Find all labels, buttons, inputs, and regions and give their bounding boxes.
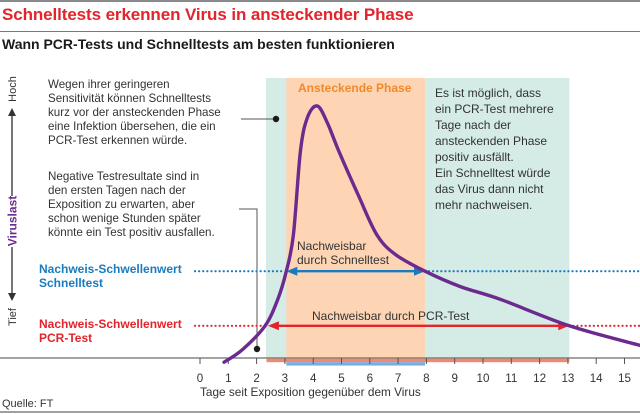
annotation-late: Es ist möglich, dass ein PCR-Test mehrer… bbox=[435, 85, 554, 213]
viral-load-curve bbox=[222, 104, 640, 364]
annotation-line: ansteckenden Phase bbox=[435, 134, 548, 148]
arrow-left-icon bbox=[286, 266, 298, 276]
chart-subtitle: Wann PCR-Tests und Schnelltests am beste… bbox=[2, 36, 395, 52]
threshold-label-rapid: Nachweis-Schwellenwert Schnelltest bbox=[39, 262, 182, 290]
header-divider bbox=[0, 31, 640, 32]
callout-lines bbox=[239, 115, 280, 353]
chart-title: Schnelltests erkennen Virus in anstecken… bbox=[2, 5, 414, 24]
annotation-early: Wegen ihrer geringeren Sensitivität könn… bbox=[48, 78, 221, 148]
infectious-phase-region bbox=[286, 78, 425, 358]
infectious-phase-label: Ansteckende Phase bbox=[298, 81, 412, 95]
annotation-line: Es ist möglich, dass bbox=[435, 86, 542, 100]
x-axis-title: Tage seit Exposition gegenüber dem Virus bbox=[200, 385, 421, 399]
callout-line-negative bbox=[239, 208, 258, 348]
pcr-detection-bar bbox=[266, 358, 570, 363]
callout-dot-negative bbox=[253, 345, 261, 353]
x-axis-tick-label: 9 bbox=[451, 372, 457, 385]
arrow-down-icon bbox=[8, 293, 16, 301]
arrow-up-icon bbox=[8, 108, 16, 116]
detection-label-line: durch Schnelltest bbox=[297, 253, 390, 267]
viral-load-line bbox=[222, 104, 640, 364]
annotation-line: ein PCR-Test mehrere bbox=[435, 102, 554, 116]
x-axis: 0 1 2 3 4 5 6 7 8 9 10 11 12 13 14 15 bbox=[0, 357, 640, 385]
x-axis-tick-label: 3 bbox=[282, 372, 288, 385]
annotation-negative: Negative Testresultate sind in den erste… bbox=[48, 170, 215, 240]
detection-label-pcr: Nachweisbar durch PCR-Test bbox=[312, 309, 470, 323]
x-axis-tick-label: 6 bbox=[367, 372, 373, 385]
x-axis-tick-label: 13 bbox=[561, 372, 574, 385]
y-axis-low-label: Tief bbox=[7, 307, 19, 326]
bottom-rule bbox=[0, 411, 640, 413]
annotation-line: könnte ein Test positiv ausfallen. bbox=[48, 226, 215, 239]
detection-label-rapid: Nachweisbar durch Schnelltest bbox=[297, 239, 389, 267]
x-axis-tick-label: 12 bbox=[533, 372, 546, 385]
annotation-line: das Virus dann nicht bbox=[435, 182, 544, 196]
x-axis-tick-label: 11 bbox=[505, 372, 517, 385]
annotation-line: Exposition zu erwarten, aber bbox=[48, 198, 195, 211]
annotation-line: schon wenige Stunden später bbox=[48, 212, 201, 225]
annotation-line: eine Infektion übersehen, die ein bbox=[48, 120, 216, 133]
annotation-line: Negative Testresultate sind in bbox=[48, 170, 200, 183]
x-axis-tick-label: 4 bbox=[310, 372, 317, 385]
annotation-line: Sensitivität können Schnelltests bbox=[48, 92, 212, 105]
annotation-line: Tage nach der bbox=[435, 118, 512, 132]
x-axis-tick-label: 15 bbox=[618, 372, 631, 385]
x-axis-tick-label: 5 bbox=[338, 372, 344, 385]
threshold-label-pcr: Nachweis-Schwellenwert PCR-Test bbox=[39, 317, 182, 345]
annotation-line: Wegen ihrer geringeren bbox=[48, 78, 170, 91]
annotation-line: den ersten Tagen nach der bbox=[48, 184, 186, 197]
x-axis-tick-label: 7 bbox=[395, 372, 401, 385]
x-axis-tick-label: 1 bbox=[225, 372, 231, 385]
x-axis-tick-label: 10 bbox=[477, 372, 490, 385]
annotation-line: positiv ausfällt. bbox=[435, 150, 514, 164]
annotation-line: Ein Schnelltest würde bbox=[435, 166, 551, 180]
threshold-label-line: Nachweis-Schwellenwert bbox=[39, 317, 182, 331]
x-axis-tick-label: 2 bbox=[253, 372, 259, 385]
callout-dot-early bbox=[272, 115, 280, 123]
x-axis-tick-label: 8 bbox=[423, 372, 429, 385]
arrow-right-icon bbox=[413, 266, 425, 276]
shaded-regions bbox=[265, 78, 570, 358]
source-note: Quelle: FT bbox=[2, 398, 54, 410]
top-rule bbox=[0, 0, 640, 2]
annotation-line: kurz vor der ansteckenden Phase bbox=[48, 106, 221, 119]
arrow-left-icon bbox=[267, 321, 279, 331]
y-axis: Hoch Viruslast Tief bbox=[6, 76, 20, 326]
annotation-line: mehr nachweisen. bbox=[435, 198, 533, 212]
y-axis-high-label: Hoch bbox=[7, 76, 19, 102]
y-axis-title: Viruslast bbox=[6, 196, 20, 246]
rapid-detection-bar bbox=[286, 362, 425, 366]
x-axis-tick-label: 14 bbox=[590, 372, 603, 385]
detection-label-line: Nachweisbar bbox=[297, 239, 367, 253]
threshold-label-line: Nachweis-Schwellenwert bbox=[39, 262, 182, 276]
threshold-label-line: PCR-Test bbox=[39, 330, 93, 345]
threshold-lines bbox=[193, 266, 640, 331]
threshold-label-line: Schnelltest bbox=[39, 275, 104, 290]
x-axis-tick-label: 0 bbox=[197, 372, 203, 385]
annotation-line: PCR-Test erkennen würde. bbox=[48, 134, 188, 147]
